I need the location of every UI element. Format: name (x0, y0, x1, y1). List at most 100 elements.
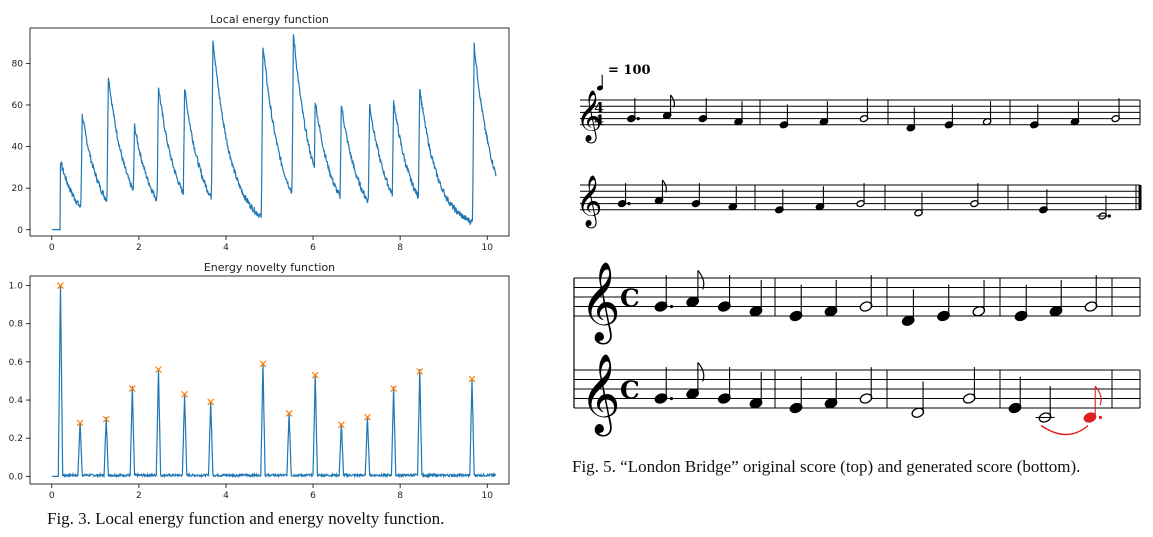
peak-marker (128, 385, 136, 393)
note (859, 98, 869, 123)
energy-novelty-plot: 0 2 4 6 8 10 0.0 0.2 0.4 0.6 0.8 1.0 (9, 275, 510, 501)
series-line (51, 34, 497, 231)
note (911, 381, 925, 418)
x-tick-label: 4 (223, 491, 229, 501)
y-tick-label: 60 (12, 101, 24, 111)
note (859, 275, 873, 312)
peak-marker (285, 409, 293, 417)
peak-marker (364, 413, 371, 421)
y-tick-label: 0.0 (9, 472, 24, 482)
peak-marker (311, 371, 319, 379)
y-tick-label: 80 (12, 59, 24, 69)
london-bridge-score: 𝄞44= 100𝄞𝄞𝄞CC (573, 63, 1142, 437)
treble-clef: 𝄞 (576, 89, 602, 143)
note (1008, 376, 1022, 414)
note (789, 376, 803, 414)
note (686, 362, 705, 399)
note (962, 367, 976, 404)
note (972, 279, 986, 317)
note (654, 179, 667, 205)
local-energy-plot: 0 2 4 6 8 10 0 20 40 60 80 (12, 27, 510, 250)
note (1039, 189, 1048, 214)
time-signature-bottom: 4 (594, 113, 604, 129)
note (734, 101, 743, 126)
x-tick-label: 0 (49, 491, 55, 501)
note (627, 98, 640, 123)
note (789, 284, 803, 322)
time-signature-top: 4 (594, 100, 604, 116)
note (717, 275, 731, 312)
peak-marker (416, 367, 424, 375)
note (779, 104, 789, 129)
treble-clef: 𝄞 (576, 174, 602, 228)
series-line (51, 284, 497, 479)
x-tick-label: 8 (397, 243, 403, 250)
note (901, 289, 915, 326)
note (1096, 195, 1111, 220)
x-tick-label: 0 (49, 243, 55, 250)
note (654, 275, 674, 312)
note (815, 186, 825, 211)
note (856, 183, 866, 208)
fig5-caption: Fig. 5. “London Bridge” original score (… (572, 457, 1081, 476)
y-tick-label: 0 (17, 226, 23, 236)
note (914, 192, 923, 217)
note (749, 279, 763, 317)
fig3-caption: Fig. 3. Local energy function and energy… (47, 509, 445, 528)
note (859, 367, 873, 404)
note (1014, 284, 1028, 322)
note (1111, 98, 1121, 123)
generated-note (1083, 385, 1103, 423)
x-tick-label: 2 (136, 243, 142, 250)
note (717, 367, 731, 404)
note (1035, 386, 1055, 423)
peak-marker (337, 421, 345, 429)
note (982, 101, 992, 126)
common-time-bottom: C (620, 376, 640, 405)
x-tick-label: 8 (397, 491, 403, 501)
note (691, 183, 701, 208)
y-tick-label: 0.8 (9, 320, 24, 330)
tempo-mark: = 100 (608, 63, 651, 78)
note (819, 101, 829, 126)
x-tick-label: 6 (310, 491, 316, 501)
peak-marker (76, 419, 84, 427)
note (749, 371, 763, 409)
x-tick-label: 10 (482, 491, 494, 501)
note (824, 371, 838, 409)
y-tick-label: 0.4 (9, 396, 24, 406)
note (1084, 275, 1098, 312)
plot-frame (29, 275, 510, 485)
peak-marker (259, 360, 267, 368)
treble-clef: 𝄞 (580, 263, 620, 345)
y-tick-label: 20 (12, 184, 24, 194)
y-tick-label: 40 (12, 143, 24, 153)
peak-marker (207, 398, 215, 406)
x-tick-label: 6 (310, 243, 316, 250)
note (698, 98, 708, 123)
tie-arc (1040, 424, 1089, 436)
note (970, 183, 979, 208)
tempo-note (596, 74, 604, 91)
note (1029, 104, 1039, 129)
x-tick-label: 10 (482, 243, 494, 250)
note (686, 270, 705, 307)
y-tick-label: 0.2 (9, 434, 23, 444)
peak-marker (468, 375, 476, 383)
peak-marker (390, 385, 398, 393)
peak-marker (57, 282, 64, 289)
note (654, 367, 674, 404)
note (1070, 101, 1080, 126)
note (937, 284, 950, 322)
note (728, 186, 738, 211)
note (617, 183, 631, 208)
peak-marker (155, 366, 162, 373)
peak-marker (102, 415, 110, 423)
top-plot-title: Local energy function (210, 13, 329, 26)
x-tick-label: 2 (136, 491, 142, 501)
note (824, 279, 838, 317)
note (944, 104, 954, 129)
x-tick-label: 4 (223, 243, 229, 250)
treble-clef: 𝄞 (580, 355, 620, 437)
staff-original (574, 277, 1140, 317)
